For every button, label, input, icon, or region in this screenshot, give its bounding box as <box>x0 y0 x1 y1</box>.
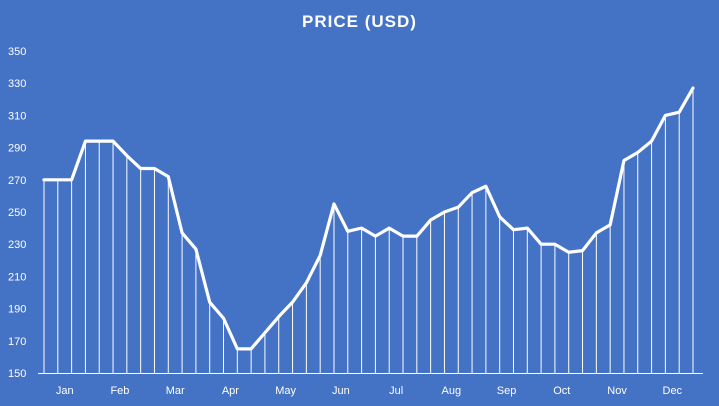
y-tick-label: 290 <box>8 143 26 155</box>
data-point <box>677 110 681 114</box>
x-tick-label: Feb <box>110 385 129 397</box>
data-point <box>622 159 626 162</box>
y-tick-label: 210 <box>8 271 26 283</box>
data-point <box>98 139 101 143</box>
y-tick-label: 150 <box>8 368 26 380</box>
data-point <box>664 114 667 117</box>
data-point <box>167 175 170 178</box>
y-tick-label: 230 <box>8 239 26 251</box>
data-point <box>346 230 349 233</box>
data-point <box>553 243 557 246</box>
data-point <box>512 228 515 231</box>
x-tick-label: Apr <box>222 385 239 397</box>
data-point <box>650 139 653 143</box>
x-tick-label: Sep <box>497 385 517 397</box>
data-point <box>56 178 60 181</box>
data-point <box>636 151 639 154</box>
data-point <box>581 249 584 252</box>
x-tick-label: Aug <box>442 385 462 397</box>
data-point <box>595 231 598 235</box>
x-tick-label: May <box>275 385 296 397</box>
data-point <box>125 154 129 157</box>
data-point <box>388 226 391 230</box>
data-point <box>457 205 460 209</box>
x-tick-label: Nov <box>607 385 627 397</box>
x-tick-label: Oct <box>553 385 570 397</box>
data-point <box>470 191 474 194</box>
y-tick-label: 330 <box>8 78 26 90</box>
data-point <box>194 247 198 251</box>
data-point <box>305 281 308 285</box>
data-point <box>180 231 184 235</box>
data-point <box>691 86 695 90</box>
data-point <box>222 317 225 320</box>
data-point <box>139 167 142 170</box>
data-point <box>42 178 46 181</box>
data-point <box>608 223 612 227</box>
data-point <box>539 243 543 246</box>
data-point <box>374 234 377 238</box>
data-point <box>277 315 280 318</box>
data-point <box>208 300 211 304</box>
price-series-line <box>42 86 695 351</box>
data-point <box>263 331 267 334</box>
data-point <box>84 139 87 143</box>
data-point <box>70 178 73 181</box>
data-point <box>429 218 432 222</box>
data-point <box>291 300 294 304</box>
data-point <box>360 226 363 230</box>
y-tick-label: 270 <box>8 175 26 187</box>
x-tick-label: Jun <box>332 385 350 397</box>
data-point <box>498 215 501 219</box>
data-point <box>249 347 253 351</box>
data-point <box>567 251 570 254</box>
data-point <box>401 234 405 238</box>
data-point <box>415 234 419 238</box>
data-point <box>318 254 322 257</box>
data-point <box>111 139 115 143</box>
data-point <box>443 210 446 214</box>
data-point <box>153 167 156 170</box>
y-tick-label: 190 <box>8 304 26 316</box>
y-tick-label: 170 <box>8 336 26 348</box>
data-point <box>332 202 336 206</box>
y-tick-label: 250 <box>8 207 26 219</box>
x-tick-label: Mar <box>166 385 185 397</box>
data-point <box>484 185 488 188</box>
x-tick-label: Jul <box>389 385 403 397</box>
y-tick-label: 350 <box>8 46 26 58</box>
data-point <box>236 347 239 351</box>
x-tick-label: Jan <box>56 385 74 397</box>
chart-title: PRICE (USD) <box>302 12 417 31</box>
y-tick-label: 310 <box>8 110 26 122</box>
data-point <box>526 226 529 230</box>
x-tick-label: Dec <box>663 385 683 397</box>
